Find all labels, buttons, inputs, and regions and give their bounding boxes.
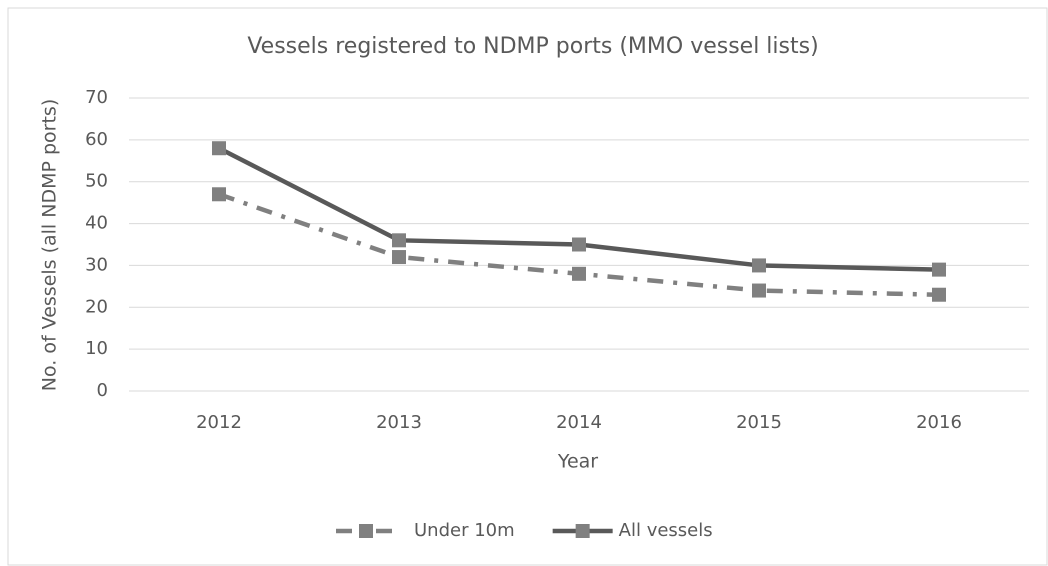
x-tick-label: 2014 [556, 412, 602, 433]
legend-label: All vessels [619, 520, 713, 541]
y-tick-label: 20 [85, 296, 108, 317]
series-marker [752, 258, 766, 273]
legend-marker [359, 524, 373, 538]
y-axis-label: No. of Vessels (all NDMP ports) [39, 99, 61, 392]
series-marker [212, 187, 226, 202]
chart-title: Vessels registered to NDMP ports (MMO ve… [247, 34, 818, 59]
series-marker [572, 266, 586, 281]
y-tick-label: 50 [85, 171, 108, 192]
series-marker [212, 141, 226, 156]
series-marker [932, 262, 946, 277]
x-tick-label: 2012 [196, 412, 242, 433]
series-marker [932, 287, 946, 302]
x-tick-label: 2016 [916, 412, 962, 433]
legend-marker [575, 524, 590, 538]
y-tick-label: 70 [85, 87, 108, 108]
series-marker [392, 233, 406, 248]
legend-label: Under 10m [414, 520, 515, 541]
y-tick-label: 10 [85, 338, 108, 359]
y-tick-label: 30 [85, 254, 108, 275]
x-tick-label: 2015 [736, 412, 782, 433]
y-tick-label: 40 [85, 213, 108, 234]
chart-frame [7, 7, 1048, 566]
series-marker [392, 250, 406, 265]
series-marker [572, 237, 586, 252]
x-axis-label: Year [557, 451, 598, 473]
x-tick-label: 2013 [376, 412, 422, 433]
y-tick-label: 60 [85, 129, 108, 150]
y-tick-label: 0 [97, 380, 108, 401]
series-marker [752, 283, 766, 298]
